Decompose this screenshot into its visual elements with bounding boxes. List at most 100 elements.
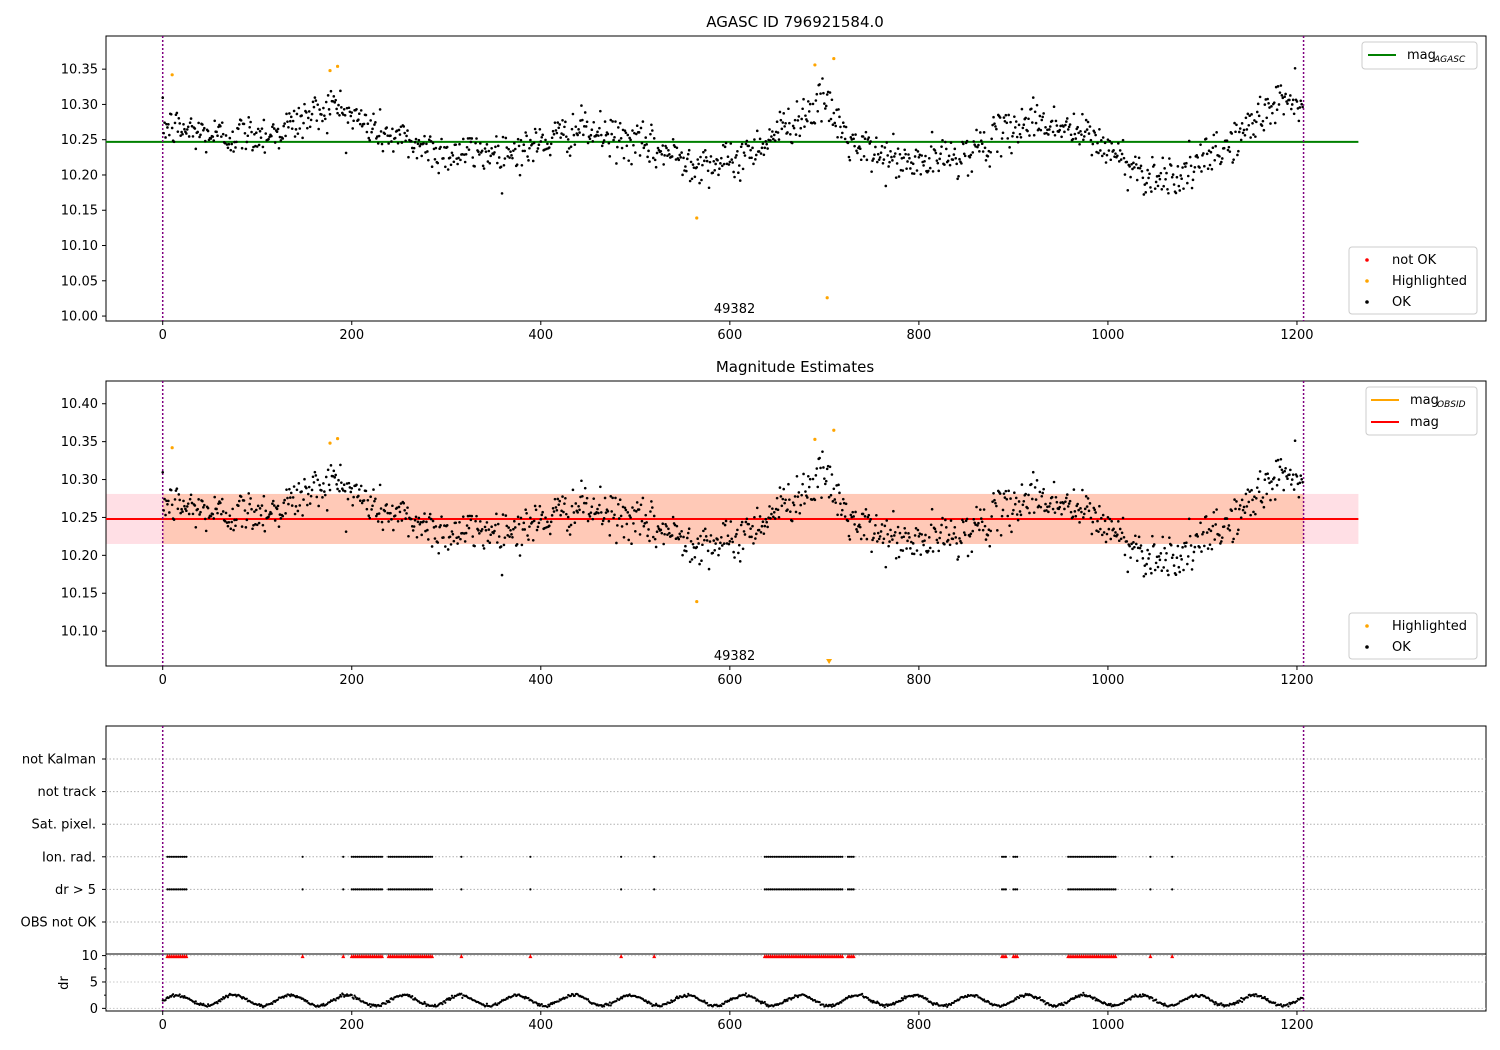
ok-point [527,538,530,541]
ok-point [359,484,363,488]
ok-point [523,528,527,531]
ok-point [516,515,520,519]
ok-point [583,111,587,114]
ok-point [1078,142,1081,146]
ok-point [528,146,531,150]
ok-point [732,170,735,174]
flag-point [1171,888,1174,891]
ok-point [711,551,715,555]
x-tick-label: 1200 [1280,1018,1313,1033]
agasc-x-ticks: 0 200 400 600 800 1000 1200 [159,321,1314,343]
flag-point [812,888,816,891]
dr-point [1023,994,1026,997]
ok-point [1120,531,1124,535]
ok-point [1027,117,1030,121]
ok-point [664,522,667,526]
ok-point [328,488,332,492]
ok-point [580,479,583,483]
ok-point [627,538,630,542]
ok-point [289,119,292,123]
ok-point [457,156,460,160]
ok-point [1237,149,1240,153]
ok-point [470,137,474,140]
ok-point [207,516,211,519]
ok-point [1181,166,1184,169]
flag-point [767,855,770,858]
ok-point [963,533,967,537]
ok-point [1272,476,1276,479]
ok-point [641,496,645,500]
ok-point [270,512,273,515]
ok-point [618,498,622,502]
ok-point [294,128,298,131]
x-tick-label: 600 [717,1018,742,1033]
flag-point [425,888,428,891]
dr-point [660,1005,663,1008]
ok-point [1289,483,1293,486]
dr-point [1237,1001,1240,1004]
ok-point [410,139,413,143]
ok-point [357,118,360,121]
flag-point [848,855,851,858]
ok-point [1100,533,1104,537]
ok-point [346,497,350,501]
dr-point [506,997,509,1000]
flag-point [408,888,411,891]
ok-point [335,483,338,486]
ok-point [254,131,258,135]
ok-point [1040,118,1044,122]
ok-point [203,126,206,130]
ok-point [437,551,441,555]
ok-point [386,511,389,515]
ok-point [513,147,517,151]
ok-point [656,146,660,150]
ok-point [1165,552,1168,555]
dr-point [1255,993,1258,996]
ok-point [1212,133,1216,137]
ok-point [336,487,339,491]
ok-point [634,510,638,513]
ok-point [497,156,501,159]
ok-point [836,135,839,139]
ok-point [509,150,512,153]
ok-point [885,519,889,522]
flag-point [1114,855,1117,858]
ok-point [610,510,613,513]
highlighted-point [832,428,836,432]
ok-point [287,125,290,129]
ok-point [1129,556,1132,559]
ok-point [875,540,879,543]
ok-point [951,158,955,161]
ok-point [790,141,794,145]
dr-point [206,1003,210,1006]
ok-point [678,153,682,157]
ok-point [1108,517,1112,521]
ok-point [970,170,974,173]
ok-point [611,496,614,500]
flag-point [179,888,182,891]
ok-point [362,499,366,502]
ok-point [317,504,320,508]
ok-point [1290,103,1294,106]
ok-point [422,520,425,523]
ok-point [544,138,547,142]
ok-point [406,506,409,509]
ok-point [1236,153,1239,157]
ok-point [1175,556,1179,560]
flag-point [358,855,361,858]
ok-point [485,143,489,146]
ok-point [699,155,702,159]
ok-point [297,482,301,485]
ok-point [522,143,526,147]
ok-point [298,127,302,130]
ok-point [775,120,779,124]
dr-point [958,998,961,1001]
ok-point [347,481,351,485]
flag-point [367,888,370,891]
flag-point [814,855,817,858]
ok-point [529,138,532,142]
ok-point [1251,498,1254,502]
legend-label-highlighted: Highlighted [1392,274,1467,289]
ok-point [220,121,224,124]
ok-point [172,140,176,144]
